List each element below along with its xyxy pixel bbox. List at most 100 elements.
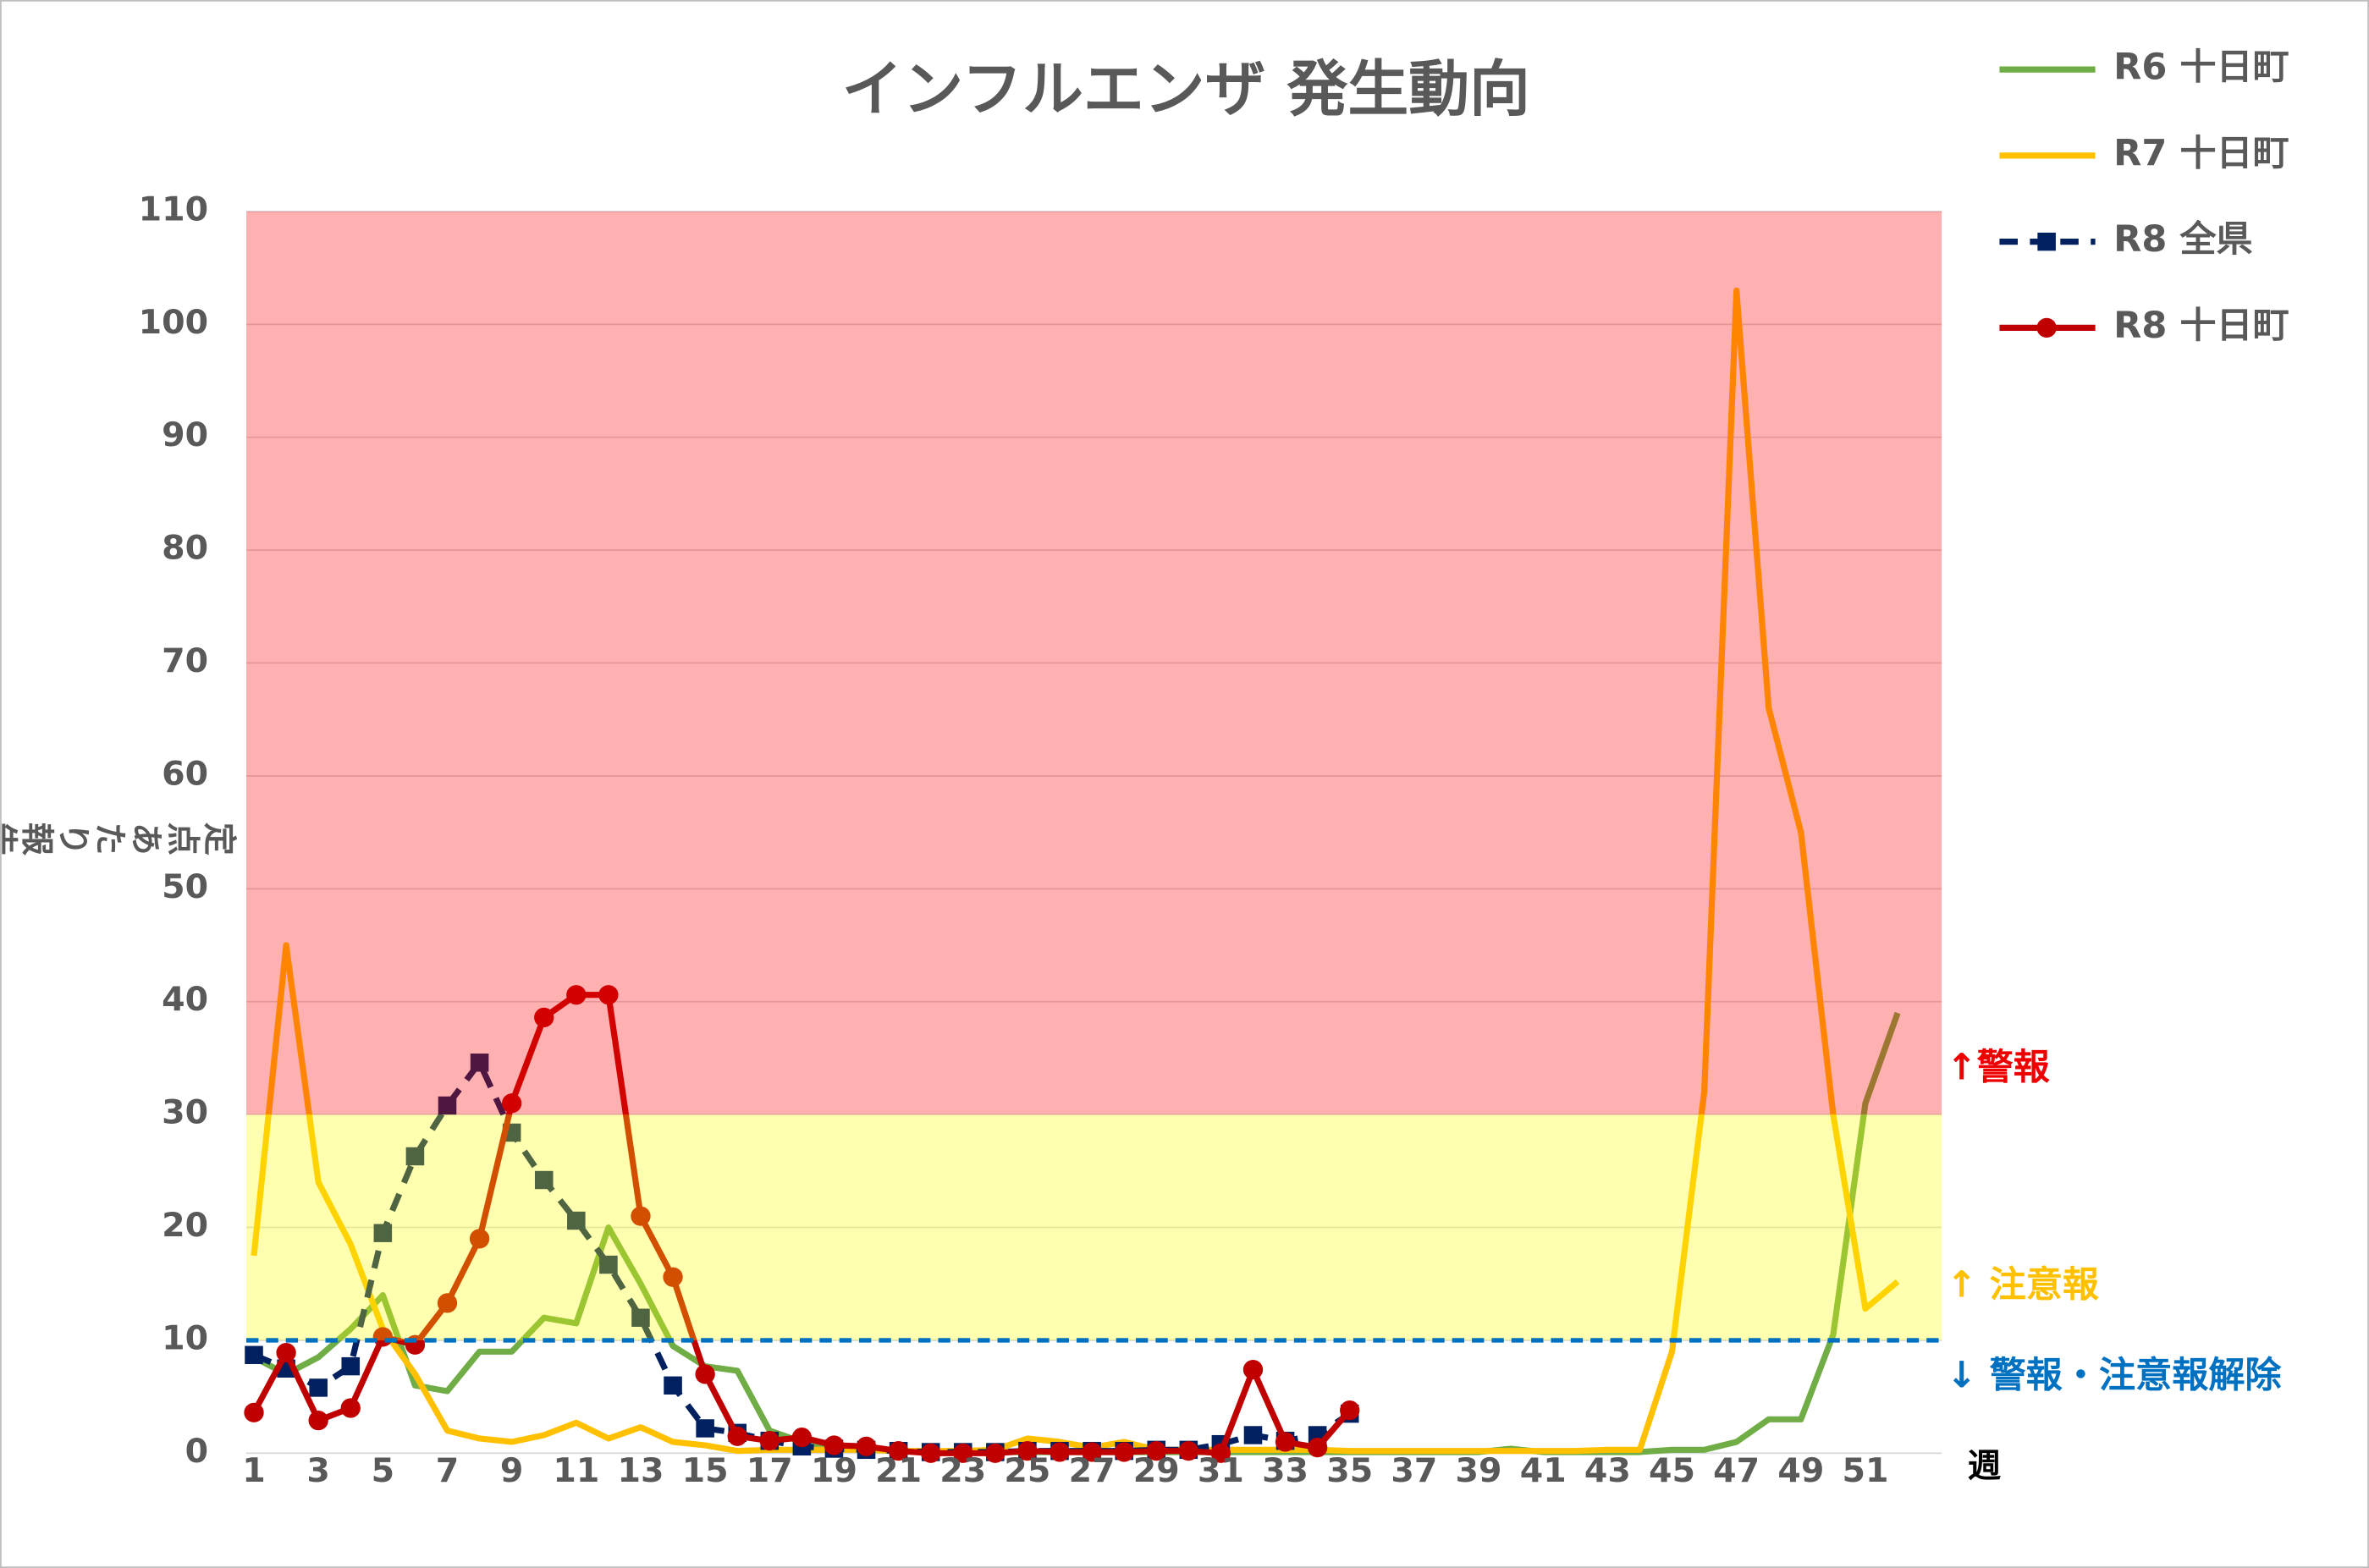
x-tick-label: 19 [811, 1451, 857, 1490]
marker [1178, 1441, 1199, 1461]
marker [1243, 1426, 1263, 1444]
y-tick-label: 30 [162, 1093, 208, 1132]
y-tick-label: 50 [162, 867, 208, 906]
x-tick-label: 17 [747, 1451, 793, 1490]
legend-marker [2037, 232, 2056, 251]
marker [469, 1229, 490, 1249]
marker [501, 1093, 522, 1114]
marker [695, 1364, 715, 1384]
y-tick-label: 10 [162, 1319, 208, 1358]
marker [888, 1441, 909, 1461]
marker [759, 1431, 780, 1451]
band [246, 1114, 1942, 1340]
x-tick-label: 13 [617, 1451, 664, 1490]
y-tick-label: 40 [162, 980, 208, 1019]
marker [1242, 1360, 1264, 1380]
lines [244, 287, 1901, 1463]
marker [534, 1170, 554, 1190]
y-axis-label: 定点あたり報告数 [0, 817, 238, 856]
x-tick-label: 11 [553, 1451, 599, 1490]
annotation: ↑警報 [1947, 1046, 2050, 1088]
marker [534, 1007, 554, 1028]
x-tick-label: 21 [875, 1451, 922, 1490]
bands [246, 211, 1942, 1343]
x-tick-label: 5 [372, 1451, 394, 1490]
marker [438, 1096, 457, 1115]
marker [437, 1293, 458, 1313]
x-tick-label: 43 [1584, 1451, 1631, 1490]
marker [470, 1054, 489, 1072]
marker [663, 1267, 683, 1287]
marker [696, 1419, 714, 1438]
x-tick-label: 37 [1391, 1451, 1437, 1490]
marker [567, 1211, 586, 1230]
marker [245, 1345, 263, 1364]
marker [309, 1378, 328, 1397]
x-tick-label: 15 [682, 1451, 729, 1490]
x-tick-label: 9 [500, 1451, 523, 1490]
marker [341, 1356, 361, 1376]
x-tick-label: 35 [1326, 1451, 1373, 1490]
x-tick-label: 33 [1262, 1451, 1308, 1490]
marker [953, 1443, 973, 1463]
marker [1307, 1438, 1328, 1458]
x-tick-label: 1 [242, 1451, 265, 1490]
marker [824, 1435, 845, 1455]
marker [791, 1428, 813, 1448]
y-tick-label: 70 [162, 641, 208, 680]
x-tick-label: 29 [1133, 1451, 1180, 1490]
y-tick-label: 80 [162, 529, 208, 568]
marker [985, 1443, 1005, 1463]
marker [1082, 1442, 1102, 1462]
marker [1275, 1432, 1296, 1452]
marker [566, 985, 587, 1005]
marker [664, 1376, 682, 1395]
x-tick-label: 3 [306, 1451, 329, 1490]
x-tick-label: 27 [1069, 1451, 1116, 1490]
marker [405, 1147, 425, 1166]
x-tick-label: 49 [1777, 1451, 1824, 1490]
x-tick-label: 39 [1456, 1451, 1502, 1490]
annotation: ↓ 警報・注意報解除 [1947, 1355, 2283, 1397]
marker [340, 1398, 361, 1418]
band [246, 211, 1942, 1115]
legend-label: R8 全県 [2113, 218, 2252, 261]
legend-label: R8 十日町 [2113, 305, 2289, 347]
y-tick-label: 90 [162, 415, 208, 454]
marker [598, 985, 619, 1005]
x-tick-label: 31 [1198, 1451, 1244, 1490]
marker [1050, 1442, 1070, 1462]
marker [276, 1342, 296, 1363]
annotation: ↑ 注意報 [1947, 1264, 2099, 1307]
marker [856, 1436, 877, 1456]
x-tick-label: 25 [1004, 1451, 1050, 1490]
x-tick-label: 23 [939, 1451, 986, 1490]
x-tick-label: 41 [1520, 1451, 1567, 1490]
marker [308, 1411, 328, 1431]
marker [921, 1443, 941, 1463]
series-line [251, 287, 1900, 1455]
marker [1340, 1400, 1360, 1421]
marker [244, 1402, 264, 1422]
x-tick-label: 47 [1713, 1451, 1760, 1490]
marker [631, 1206, 651, 1226]
marker [599, 1255, 618, 1274]
x-tick-label: 45 [1649, 1451, 1695, 1490]
marker [631, 1308, 650, 1327]
legend-label: R6 十日町 [2113, 47, 2289, 89]
marker [1017, 1441, 1038, 1461]
y-tick-label: 100 [139, 303, 208, 342]
marker [373, 1224, 393, 1242]
marker [727, 1426, 747, 1446]
marker [1210, 1443, 1231, 1463]
legend-marker [2036, 317, 2057, 338]
y-tick-label: 0 [185, 1432, 208, 1471]
y-tick-label: 60 [162, 755, 208, 794]
y-tick-label: 110 [139, 190, 208, 229]
chart-title: インフルエンザ 発生動向 [842, 54, 1530, 124]
legend-label: R7 十日町 [2113, 132, 2289, 174]
